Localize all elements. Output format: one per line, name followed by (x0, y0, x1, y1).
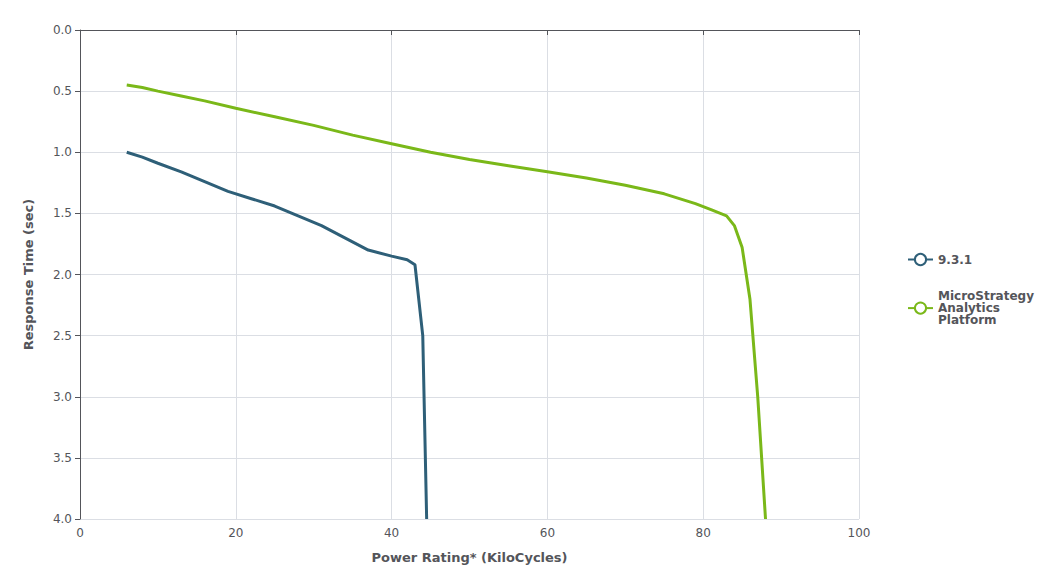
svg-text:1.0: 1.0 (53, 145, 72, 159)
svg-text:100: 100 (848, 526, 871, 540)
svg-text:1.5: 1.5 (53, 206, 72, 220)
svg-text:3.0: 3.0 (53, 390, 72, 404)
svg-text:4.0: 4.0 (53, 512, 72, 526)
svg-text:9.3.1: 9.3.1 (938, 253, 972, 267)
svg-text:Platform: Platform (938, 313, 997, 327)
svg-text:80: 80 (696, 526, 711, 540)
svg-text:2.0: 2.0 (53, 268, 72, 282)
svg-text:0.0: 0.0 (53, 23, 72, 37)
svg-text:0: 0 (76, 526, 84, 540)
svg-text:Power Rating* (KiloCycles): Power Rating* (KiloCycles) (371, 550, 567, 565)
svg-text:40: 40 (384, 526, 399, 540)
svg-text:MicroStrategy: MicroStrategy (938, 289, 1034, 304)
svg-text:20: 20 (228, 526, 243, 540)
svg-text:Response Time (sec): Response Time (sec) (21, 199, 36, 351)
svg-text:3.5: 3.5 (53, 451, 72, 465)
svg-text:2.5: 2.5 (53, 329, 72, 343)
svg-text:Analytics: Analytics (938, 301, 1000, 316)
svg-text:60: 60 (540, 526, 555, 540)
svg-text:0.5: 0.5 (53, 84, 72, 98)
